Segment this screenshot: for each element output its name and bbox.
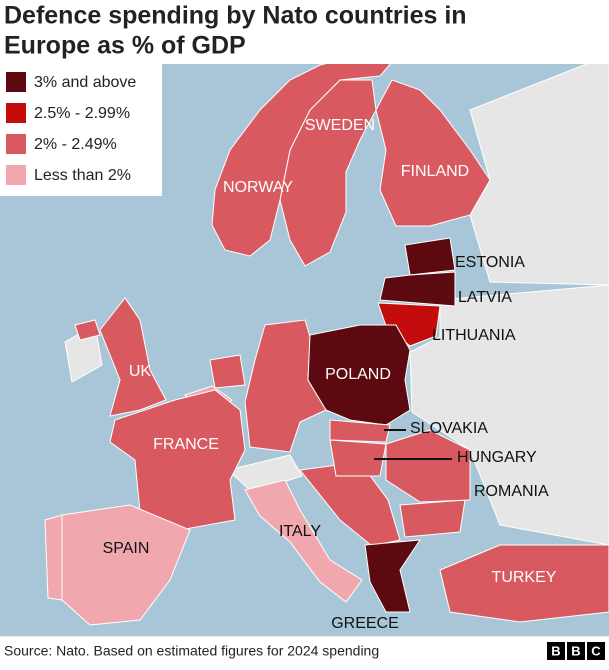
bulgaria xyxy=(399,499,466,538)
logo-box xyxy=(547,642,565,660)
country-shape xyxy=(329,419,391,443)
legend-bg xyxy=(0,64,162,196)
country-label: UK xyxy=(129,363,152,380)
country-label: POLAND xyxy=(325,366,391,383)
legend-label: 2.5% - 2.99% xyxy=(34,105,130,122)
country-label: FRANCE xyxy=(153,436,219,453)
title-line: Defence spending by Nato countries in xyxy=(4,2,467,30)
country-shape xyxy=(211,57,394,257)
country-label: FINLAND xyxy=(401,163,469,180)
alps xyxy=(226,454,303,493)
legend: 3% and above 2.5% - 2.99% 2% - 2.49% Less t… xyxy=(6,72,136,185)
country-shape xyxy=(109,389,246,531)
country-shape xyxy=(329,439,387,477)
country-label: ESTONIA xyxy=(455,254,525,271)
country-label: SPAIN xyxy=(103,540,150,557)
country-shape xyxy=(385,429,471,503)
country-label: GREECE xyxy=(331,615,399,632)
country-shape xyxy=(364,539,421,613)
country-label: LATVIA xyxy=(458,289,512,306)
logo-letter: B xyxy=(571,643,580,658)
legend-label: 3% and above xyxy=(34,74,136,91)
germany xyxy=(244,319,327,453)
country-shape xyxy=(244,479,363,603)
country-shape xyxy=(377,302,441,347)
legend-swatch xyxy=(6,103,26,123)
logo-box xyxy=(567,642,585,660)
country-shape xyxy=(379,271,456,307)
source: Source: Nato. Based on estimated figures… xyxy=(4,643,379,659)
country-label: ITALY xyxy=(279,523,321,540)
logo-letter: B xyxy=(551,643,560,658)
country-label: HUNGARY xyxy=(457,449,537,466)
legend-label: 2% - 2.49% xyxy=(34,136,117,153)
country-label: ROMANIA xyxy=(474,483,549,500)
country-shape xyxy=(375,79,491,227)
country-label: TURKEY xyxy=(492,569,557,586)
country-label: SWEDEN xyxy=(305,117,375,134)
legend-label: Less than 2% xyxy=(34,167,131,184)
country-shape xyxy=(61,504,191,626)
logo-letter: C xyxy=(591,643,601,658)
n-ireland xyxy=(74,319,101,341)
country-shape xyxy=(99,297,167,417)
netherlands xyxy=(209,354,246,389)
legend-swatch xyxy=(6,165,26,185)
country-shape xyxy=(439,544,609,623)
title-line: Europe as % of GDP xyxy=(4,32,246,60)
portugal xyxy=(44,514,63,601)
country-label: LITHUANIA xyxy=(432,327,516,344)
country-label: SLOVAKIA xyxy=(410,420,488,437)
country-shape xyxy=(404,237,456,276)
country-label: NORWAY xyxy=(223,179,293,196)
country-shape xyxy=(307,324,411,426)
legend-swatch xyxy=(6,72,26,92)
footer-bg xyxy=(0,636,609,665)
logo-box xyxy=(587,642,605,660)
legend-swatch xyxy=(6,134,26,154)
title-bg xyxy=(0,0,609,64)
